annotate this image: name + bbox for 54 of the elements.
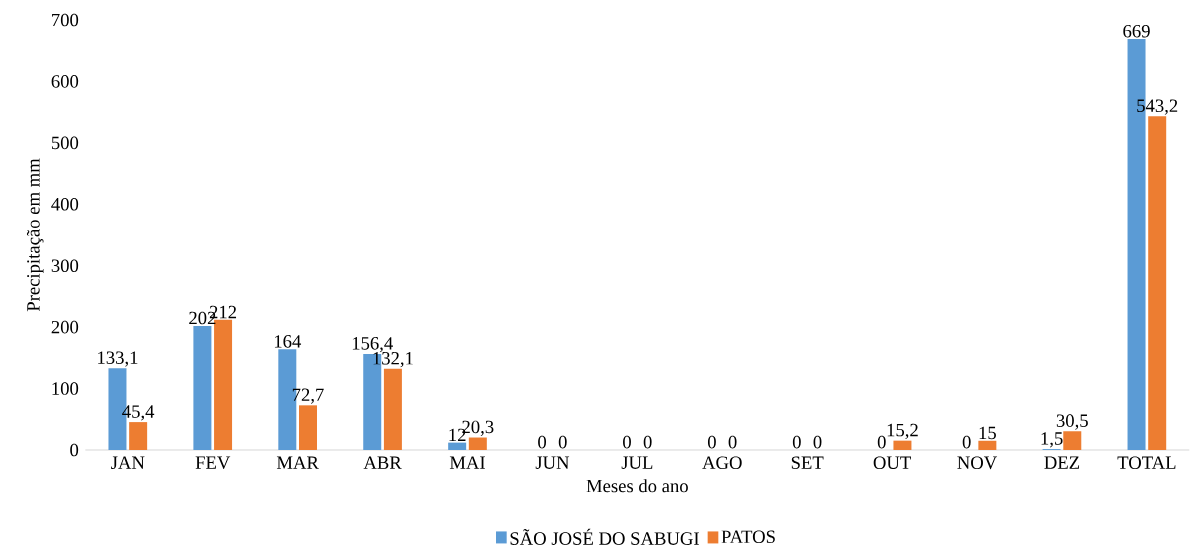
x-tick-label: TOTAL bbox=[1117, 456, 1176, 470]
x-tick-label: JUL bbox=[621, 456, 653, 469]
bar bbox=[468, 437, 487, 450]
data-label: 0 bbox=[707, 435, 716, 449]
bar bbox=[893, 440, 912, 450]
y-axis-title: Precipitação em mm bbox=[26, 158, 44, 312]
y-tick-label: 600 bbox=[51, 75, 79, 88]
data-label: 0 bbox=[728, 435, 737, 449]
x-tick-label: FEV bbox=[195, 456, 231, 469]
bar bbox=[298, 405, 317, 450]
data-label: 0 bbox=[538, 435, 547, 449]
bar bbox=[214, 319, 233, 450]
x-tick-label: MAI bbox=[449, 456, 485, 469]
data-label: 1,5 bbox=[1041, 432, 1063, 448]
x-tick-label: JAN bbox=[111, 456, 145, 469]
y-tick-label: 300 bbox=[51, 259, 79, 273]
x-tick-label: NOV bbox=[957, 456, 998, 470]
data-label: 0 bbox=[962, 435, 971, 449]
data-label: 669 bbox=[1123, 24, 1150, 38]
x-tick-label: OUT bbox=[873, 456, 911, 470]
legend-label: SÃO JOSÉ DO SABUGI bbox=[510, 528, 699, 545]
data-label: 0 bbox=[623, 435, 631, 449]
x-tick-label: AGO bbox=[702, 456, 742, 470]
bar bbox=[1063, 431, 1082, 450]
data-label: 0 bbox=[558, 435, 567, 449]
bar bbox=[193, 325, 212, 450]
y-tick-label: 0 bbox=[70, 443, 79, 457]
x-tick-label: JUN bbox=[535, 456, 570, 469]
bar bbox=[448, 442, 467, 450]
y-tick-label: 500 bbox=[51, 136, 79, 150]
data-label: 133,1 bbox=[98, 351, 138, 367]
bar bbox=[383, 368, 402, 450]
data-label: 0 bbox=[792, 435, 801, 449]
bar bbox=[129, 422, 148, 450]
x-tick-label: DEZ bbox=[1044, 456, 1080, 469]
x-tick-label: SET bbox=[791, 456, 824, 470]
y-tick-label: 400 bbox=[51, 197, 79, 211]
y-tick-label: 200 bbox=[51, 320, 79, 334]
data-label: 15,2 bbox=[887, 423, 918, 440]
data-label: 164 bbox=[274, 335, 302, 348]
bar bbox=[978, 440, 997, 450]
data-label: 156,4 bbox=[352, 337, 393, 353]
data-label: 0 bbox=[813, 435, 822, 449]
data-label: 15 bbox=[979, 426, 996, 440]
bar bbox=[1148, 116, 1167, 450]
data-label: 30,5 bbox=[1056, 414, 1088, 430]
y-tick-label: 700 bbox=[52, 13, 79, 27]
data-label: 0 bbox=[643, 435, 652, 449]
y-tick-label: 100 bbox=[52, 382, 79, 395]
x-axis-title: Meses do ano bbox=[586, 479, 688, 493]
legend-label: PATOS bbox=[721, 530, 775, 544]
x-tick-label: ABR bbox=[363, 456, 402, 469]
x-tick-label: MAR bbox=[276, 456, 319, 469]
data-label: 0 bbox=[877, 435, 886, 449]
